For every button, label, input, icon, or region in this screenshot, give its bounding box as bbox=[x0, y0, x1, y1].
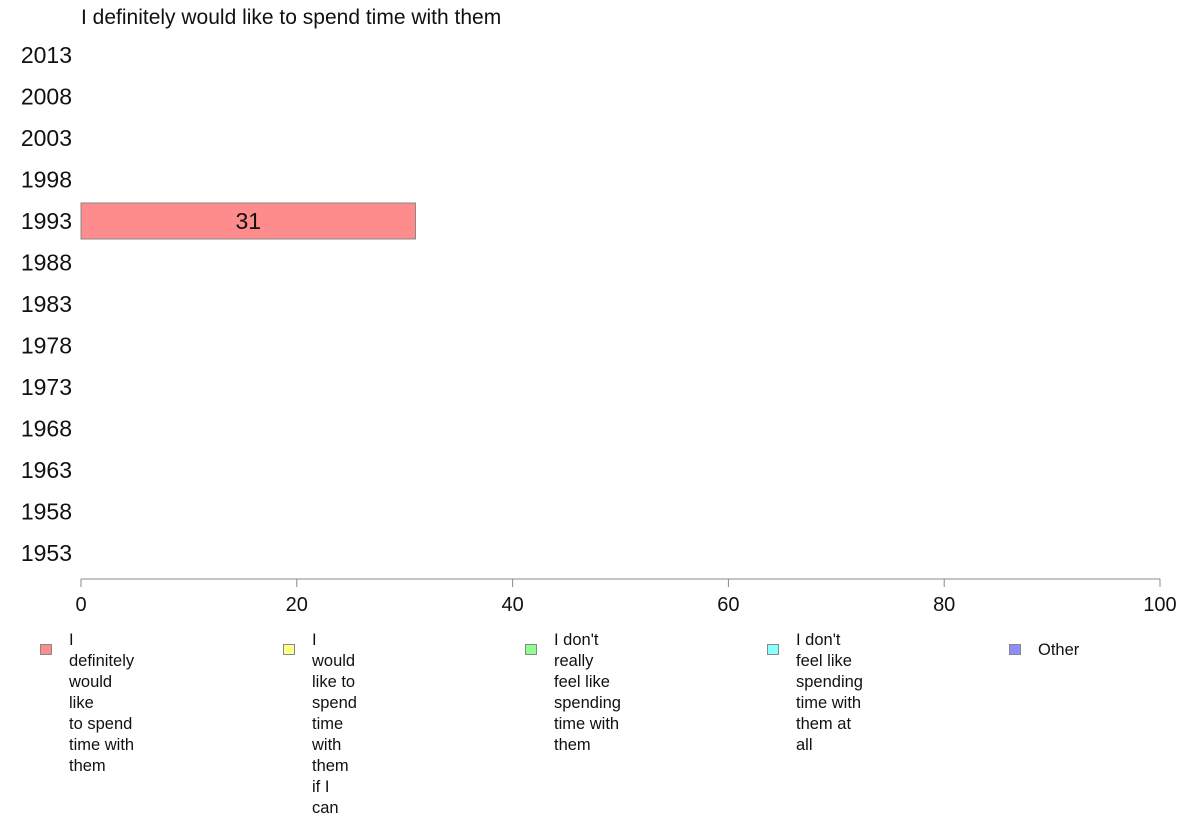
bar-1993-series-0 bbox=[80, 202, 416, 240]
x-tick-label-20: 20 bbox=[286, 594, 308, 616]
category-label-2008: 2008 bbox=[21, 84, 72, 110]
x-tick-label-0: 0 bbox=[75, 594, 86, 616]
plot-area: 2013 2008 2003 1998 1993 31 1988 1983 1978 1973 19… bbox=[21, 42, 1177, 616]
x-tick-label-80: 80 bbox=[933, 594, 955, 616]
legend-label-1: I would like to spend time with them if … bbox=[312, 631, 357, 817]
data-label-1993-series-0: 31 bbox=[235, 208, 261, 234]
legend-label-3: I don't feel like spending time with the… bbox=[796, 631, 863, 754]
category-label-1993: 1993 bbox=[21, 208, 72, 234]
category-label-1968: 1968 bbox=[21, 416, 72, 442]
legend-label-4: Other bbox=[1038, 641, 1080, 659]
category-label-1998: 1998 bbox=[21, 167, 72, 193]
chart-title: I definitely would like to spend time wi… bbox=[81, 6, 502, 29]
legend-swatch-1 bbox=[283, 644, 295, 655]
legend-label-2: I don't really feel like spending time w… bbox=[554, 631, 621, 754]
category-label-1978: 1978 bbox=[21, 333, 72, 359]
x-tick-label-100: 100 bbox=[1143, 594, 1176, 616]
category-label-1963: 1963 bbox=[21, 457, 72, 483]
x-tick-label-60: 60 bbox=[717, 594, 739, 616]
legend-swatch-2 bbox=[525, 644, 537, 655]
legend-swatch-4 bbox=[1009, 644, 1021, 655]
legend: I definitely would like to spend time wi… bbox=[0, 628, 1188, 817]
chart: I definitely would like to spend time wi… bbox=[0, 6, 1188, 817]
category-label-1953: 1953 bbox=[21, 540, 72, 566]
category-label-2003: 2003 bbox=[21, 125, 72, 151]
category-label-1988: 1988 bbox=[21, 250, 72, 276]
category-label-1958: 1958 bbox=[21, 499, 72, 525]
legend-label-0: I definitely would like to spend time wi… bbox=[69, 631, 135, 775]
legend-swatch-3 bbox=[767, 644, 779, 655]
x-tick-label-40: 40 bbox=[501, 594, 523, 616]
category-label-2013: 2013 bbox=[21, 42, 72, 68]
category-label-1973: 1973 bbox=[21, 374, 72, 400]
legend-swatch-0 bbox=[40, 644, 52, 655]
category-label-1983: 1983 bbox=[21, 291, 72, 317]
